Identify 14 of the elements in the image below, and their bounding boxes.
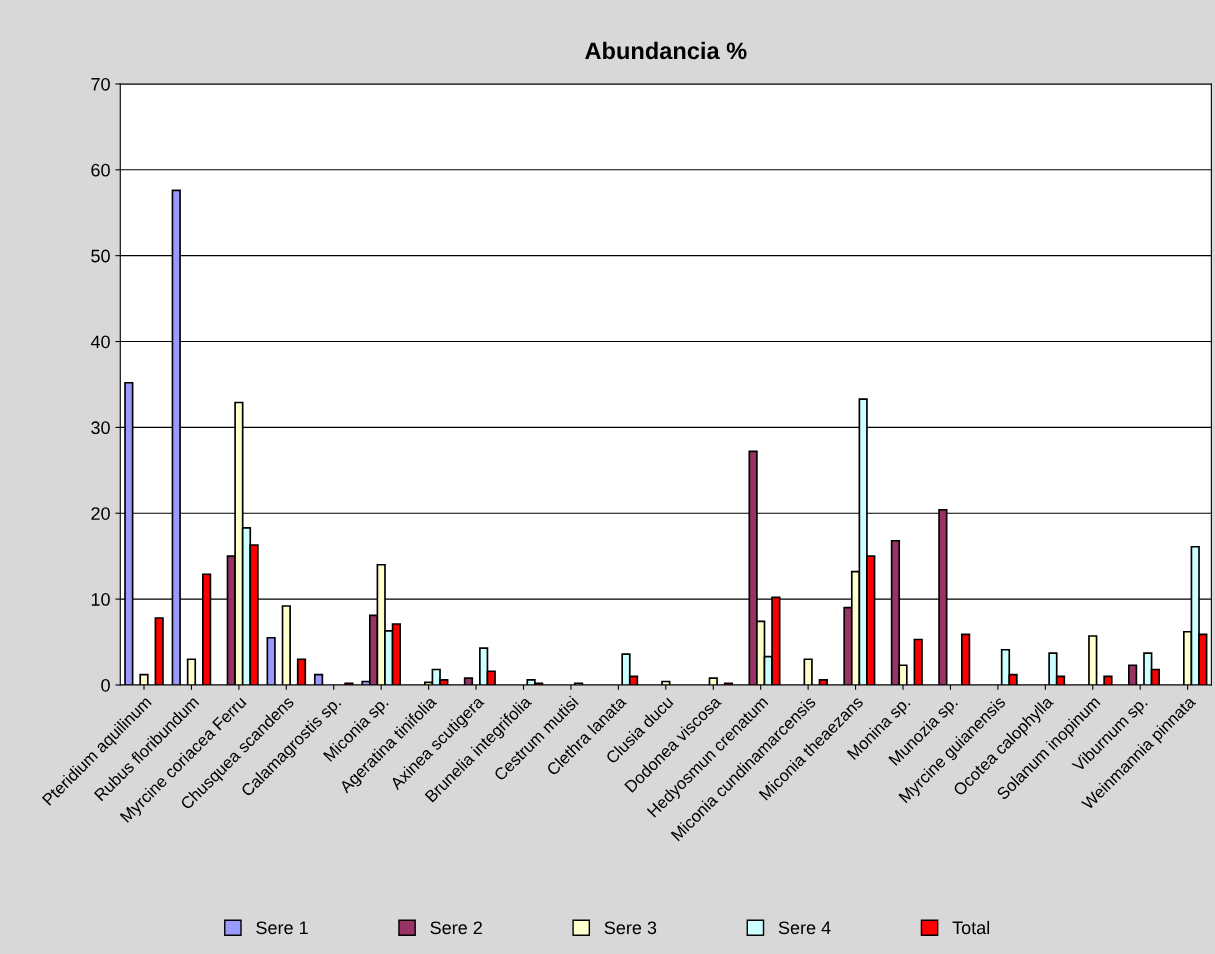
legend-label: Sere 3 <box>604 921 657 935</box>
legend-label: Sere 4 <box>778 921 831 935</box>
y-tick-label: 40 <box>90 335 110 349</box>
y-tick-label: 0 <box>101 678 110 692</box>
y-tick-label: 10 <box>91 593 110 606</box>
legend-label: Total <box>952 920 990 935</box>
y-tick-label: 20 <box>91 507 110 520</box>
legend-label: Sere 1 <box>256 921 308 935</box>
chart-title: Abundancia % <box>585 41 747 60</box>
y-tick-label: 30 <box>91 421 110 435</box>
y-tick-label: 60 <box>91 163 110 177</box>
y-tick-label: 50 <box>91 249 110 263</box>
y-tick-label: 70 <box>91 77 110 91</box>
legend-label: Sere 2 <box>430 921 482 935</box>
